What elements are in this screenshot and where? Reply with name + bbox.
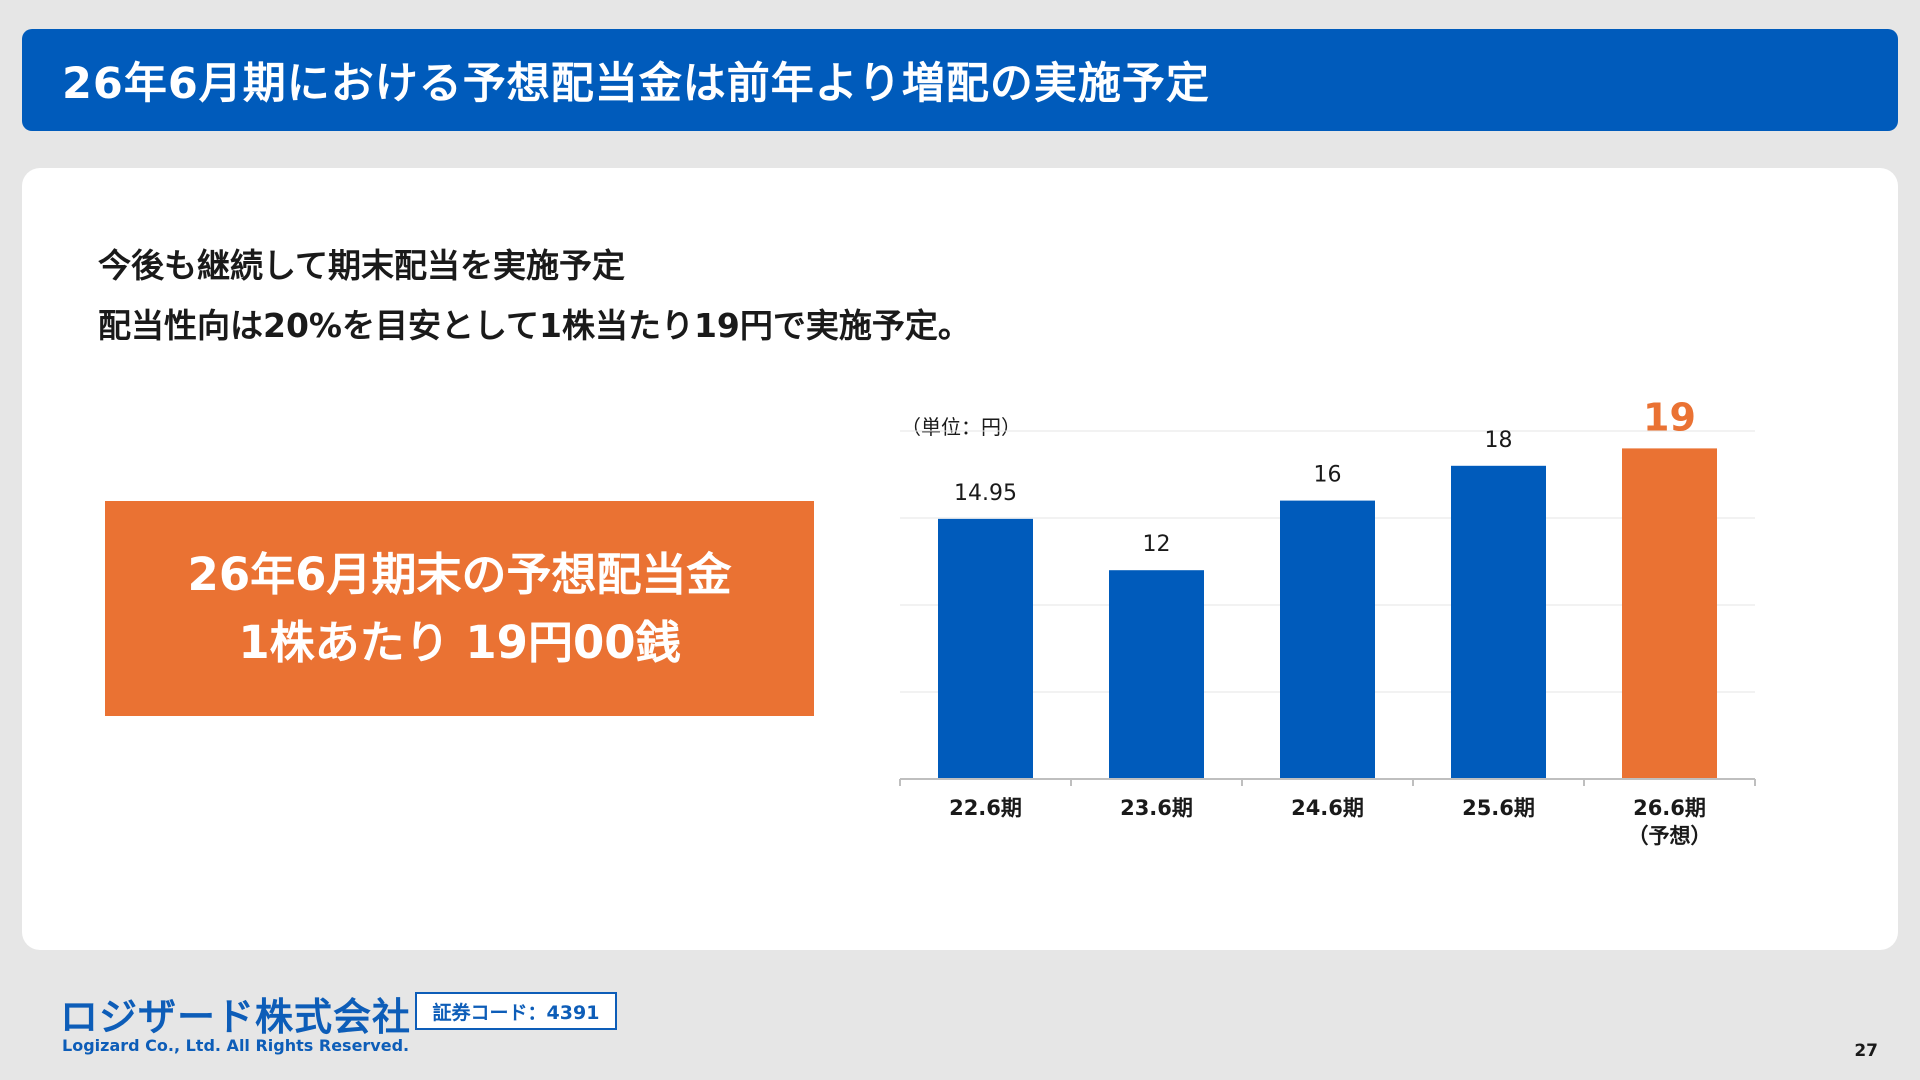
x-tick-label: 25.6期 — [1462, 796, 1535, 820]
page-number: 27 — [1854, 1041, 1878, 1061]
stock-code-badge: 証券コード：4391 — [415, 992, 617, 1030]
dividend-callout: 26年6月期末の予想配当金 1株あたり 19円00銭 — [105, 501, 814, 716]
page-title: 26年6月期における予想配当金は前年より増配の実施予定 — [62, 59, 1210, 109]
lead-text: 今後も継続して期末配当を実施予定 配当性向は20%を目安として1株当たり19円で… — [98, 236, 971, 356]
x-tick-label: 22.6期 — [949, 796, 1022, 820]
callout-line-1: 26年6月期末の予想配当金 — [187, 547, 732, 601]
bar-24.6期 — [1280, 500, 1375, 779]
bars — [938, 448, 1717, 779]
bar-23.6期 — [1109, 570, 1204, 779]
bar-26.6期 — [1622, 448, 1717, 779]
x-tick-label: 24.6期 — [1291, 796, 1364, 820]
lead-line-1: 今後も継続して期末配当を実施予定 — [98, 246, 626, 285]
company-logo: ロジザード株式会社 — [60, 995, 412, 1039]
copyright-text: Logizard Co., Ltd. All Rights Reserved. — [62, 1036, 410, 1055]
x-tick-label: 23.6期 — [1120, 796, 1193, 820]
value-label: 14.95 — [954, 481, 1017, 506]
bar-25.6期 — [1451, 465, 1546, 779]
value-label: 19 — [1643, 395, 1696, 439]
bar-22.6期 — [938, 518, 1033, 779]
x-tick-label: 26.6期 — [1633, 796, 1706, 820]
x-axis: 22.6期 23.6期 24.6期 25.6期 26.6期 （予想） — [899, 778, 1756, 848]
value-labels: 14.95 12 16 18 19 — [954, 395, 1696, 557]
unit-label: （単位：円） — [901, 415, 1021, 439]
callout-line-2: 1株あたり 19円00銭 — [238, 615, 681, 669]
value-label: 12 — [1143, 532, 1171, 557]
value-label: 16 — [1314, 463, 1342, 488]
x-tick-sublabel: （予想） — [1628, 824, 1712, 848]
value-label: 18 — [1485, 428, 1513, 453]
lead-line-2: 配当性向は20%を目安として1株当たり19円で実施予定。 — [98, 306, 971, 345]
title-bar: 26年6月期における予想配当金は前年より増配の実施予定 — [22, 29, 1898, 131]
